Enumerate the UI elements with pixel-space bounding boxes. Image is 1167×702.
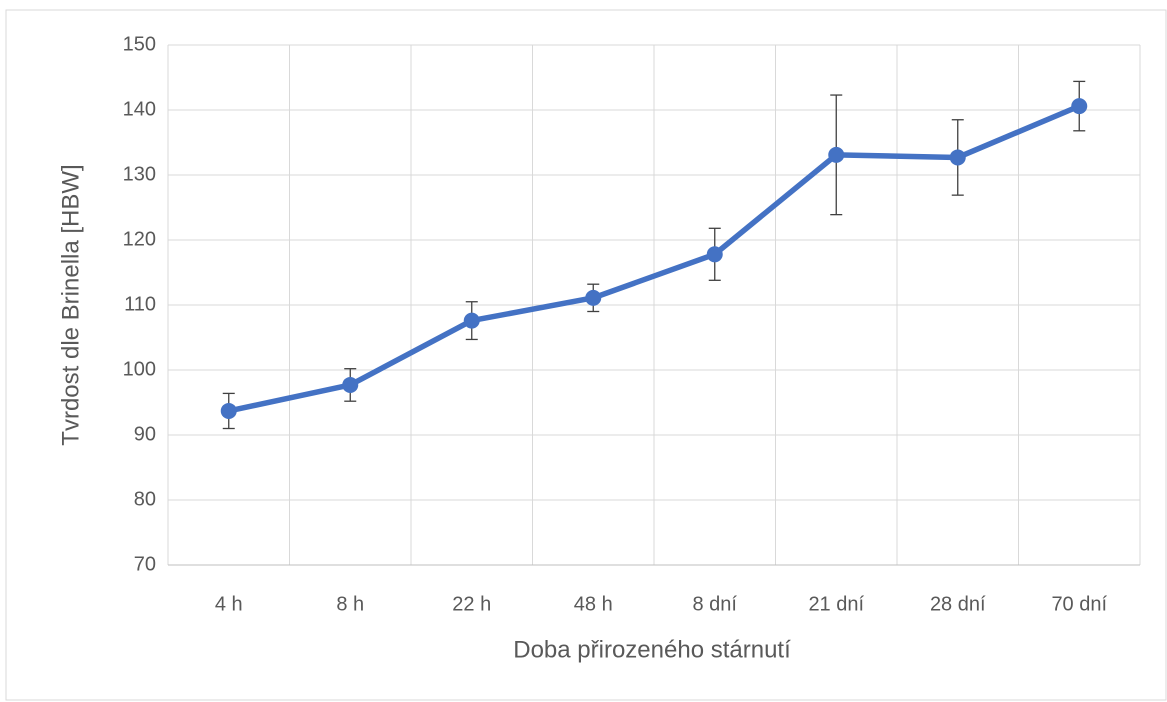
y-tick-label: 140 [123,98,156,120]
x-tick-label: 22 h [452,593,491,615]
data-point [342,376,359,393]
x-axis-title: Doba přirozeného stárnutí [513,636,791,663]
x-tick-label: 21 dní [808,593,864,615]
y-tick-label: 150 [123,33,156,55]
chart-frame [5,9,1167,701]
y-tick-label: 110 [124,293,156,315]
x-tick-label: 8 h [336,593,364,615]
data-point [220,402,237,419]
x-tick-label: 4 h [215,593,243,615]
x-tick-label: 48 h [574,593,613,615]
data-point [463,312,480,329]
y-tick-label: 80 [134,488,156,510]
x-tick-label: 28 dní [930,593,986,615]
y-tick-label: 100 [123,358,156,380]
y-tick-label: 70 [134,553,156,575]
data-point [706,246,723,263]
x-tick-label: 8 dní [693,593,738,615]
y-tick-label: 130 [123,163,156,185]
y-axis-title: Tvrdost dle Brinella [HBW] [57,164,84,445]
data-line [228,103,1081,414]
data-point [1071,98,1088,115]
data-point [585,289,602,306]
data-point [828,146,845,163]
y-tick-label: 120 [123,228,156,250]
data-point [949,149,966,166]
y-tick-label: 90 [134,423,156,445]
x-tick-label: 70 dní [1051,593,1107,615]
